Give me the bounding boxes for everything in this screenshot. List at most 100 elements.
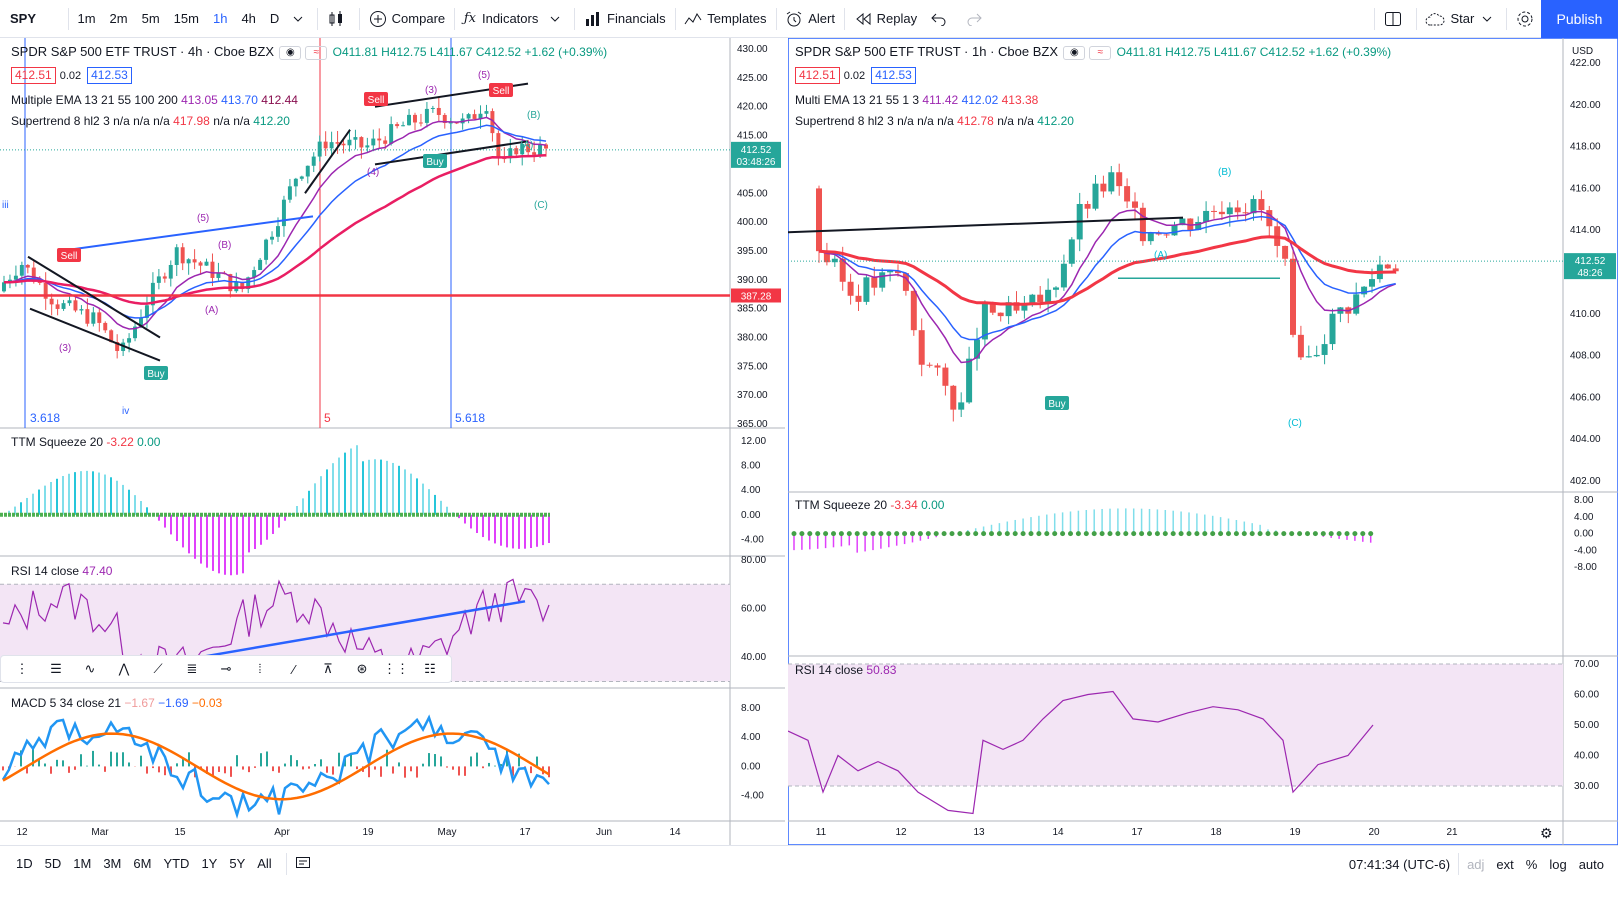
settings-gear-icon[interactable] (1509, 0, 1546, 38)
price-tick: 400.00 (737, 217, 768, 228)
right-chart-pane[interactable]: USD422.00420.00418.00416.00414.00412.004… (788, 38, 1618, 845)
range-5d[interactable]: 5D (44, 856, 62, 871)
left-ttm-legend[interactable]: TTM Squeeze 20 -3.22 0.00 (11, 435, 161, 449)
left-ema-legend[interactable]: Multiple EMA 13 21 55 100 200 413.05 413… (11, 93, 298, 107)
candle-body (1321, 344, 1328, 355)
wave-label-a: (A) (520, 140, 533, 151)
ema-55-line (3, 153, 547, 305)
wave-label-5: (5) (197, 213, 209, 224)
range-1d[interactable]: 1D (16, 856, 33, 871)
replay-button[interactable]: Replay (847, 0, 924, 38)
fib-label: 5 (324, 411, 331, 425)
date-tick: 14 (669, 827, 681, 838)
wave-icon[interactable]: ≈ (305, 45, 328, 60)
auto-toggle[interactable]: auto (1578, 856, 1604, 872)
right-supertrend-legend[interactable]: Supertrend 8 hl2 3 n/a n/a n/a 412.78 n/… (795, 114, 1074, 128)
undo-icon[interactable] (924, 0, 959, 38)
candle-body (91, 312, 96, 324)
range-5y[interactable]: 5Y (229, 856, 246, 871)
interval-4h[interactable]: 4h (241, 11, 256, 26)
range-1m[interactable]: 1M (73, 856, 92, 871)
drawing-toolbar[interactable]: ⋮ ☰ ∿ ⋀ ⟋ ≣ ⊸ ⦙ ∕ ⊼ ⊛ ⋮⋮ ☷ (0, 655, 452, 683)
countdown-label: 03:48:26 (737, 157, 776, 168)
candle-body (902, 273, 909, 291)
layout-icon[interactable] (1377, 0, 1414, 38)
symbol-search[interactable]: SPY (10, 11, 37, 26)
ttm-squeeze-dot (1344, 531, 1350, 537)
redo-icon[interactable] (959, 0, 994, 38)
interval-1h[interactable]: 1h (212, 11, 228, 26)
financials-button[interactable]: Financials (577, 0, 673, 38)
wave-label-3: (3) (59, 343, 71, 354)
pattern-tool-icon: ⊼ (323, 661, 333, 676)
right-bid[interactable]: 412.51 (795, 67, 840, 84)
left-ask[interactable]: 412.53 (87, 67, 132, 84)
interval-1m[interactable]: 1m (77, 11, 96, 26)
clock-readout[interactable]: 07:41:34 (UTC-6) (1348, 856, 1451, 872)
left-macd-legend[interactable]: MACD 5 34 close 21 −1.67 −1.69 −0.03 (11, 696, 223, 710)
left-chart-title: SPDR S&P 500 ETF TRUST · 4h · Cboe BZX (11, 44, 274, 59)
left-supertrend-legend[interactable]: Supertrend 8 hl2 3 n/a n/a n/a 417.98 n/… (11, 114, 290, 128)
star-button[interactable]: Star (1418, 0, 1504, 38)
ttm-squeeze-dot (1202, 531, 1208, 537)
price-tick: 415.00 (737, 131, 768, 142)
interval-dropdown-chevron-icon[interactable] (286, 0, 315, 38)
range-3m[interactable]: 3M (103, 856, 122, 871)
sell-signal: Sell (368, 95, 385, 106)
date-tick: 19 (1289, 827, 1301, 838)
wave-icon[interactable]: ≈ (1089, 45, 1112, 60)
range-ytd[interactable]: YTD (163, 856, 190, 871)
ttm-squeeze-dot (854, 531, 860, 537)
right-ttm-legend[interactable]: TTM Squeeze 20 -3.34 0.00 (795, 498, 945, 512)
right-change: +1.62 (+0.39%) (1308, 45, 1392, 59)
price-tick: 422.00 (1570, 58, 1601, 69)
candle-body (424, 108, 429, 123)
candle-body (436, 107, 441, 115)
eye-icon[interactable]: ◉ (1063, 45, 1086, 60)
candle-body (347, 139, 352, 146)
candle-body (240, 282, 245, 290)
sell-signal-bg (489, 83, 513, 97)
templates-button[interactable]: Templates (677, 0, 773, 38)
range-6m[interactable]: 6M (133, 856, 152, 871)
right-ema-legend[interactable]: Multi EMA 13 21 55 1 3 411.42 412.02 413… (795, 93, 1039, 107)
left-bid[interactable]: 412.51 (11, 67, 56, 84)
alert-button[interactable]: Alert (778, 0, 842, 38)
templates-icon (684, 12, 702, 24)
candle-body (109, 330, 114, 343)
right-chart-canvas[interactable]: USD422.00420.00418.00416.00414.00412.004… (788, 38, 1618, 845)
left-chart-canvas[interactable]: 430.00425.00420.00415.00410.00405.00400.… (0, 38, 785, 845)
indicators-button[interactable]: ƒx Indicators (457, 0, 573, 38)
ttm-squeeze-dot (1115, 531, 1121, 537)
interval-5m[interactable]: 5m (141, 11, 160, 26)
interval-15m[interactable]: 15m (173, 11, 199, 26)
left-rsi-legend[interactable]: RSI 14 close 47.40 (11, 564, 113, 578)
interval-2m[interactable]: 2m (109, 11, 128, 26)
compare-button[interactable]: Compare (362, 0, 452, 38)
candle-body (383, 140, 388, 144)
horizontal-level-label: 387.28 (741, 291, 772, 302)
candle-body (144, 305, 149, 318)
adj-toggle[interactable]: adj (1467, 856, 1485, 872)
right-ask[interactable]: 412.53 (871, 67, 916, 84)
log-toggle[interactable]: log (1549, 856, 1567, 872)
date-tick: 12 (16, 827, 28, 838)
candle-body (61, 303, 66, 309)
chart-type-candles-icon[interactable] (320, 0, 357, 38)
price-tick: 408.00 (1570, 351, 1601, 362)
line-tool-icon: ∕ (292, 661, 296, 677)
ext-toggle[interactable]: ext (1496, 856, 1514, 872)
wave-tool-icon: ∿ (84, 661, 96, 676)
eye-icon[interactable]: ◉ (279, 45, 302, 60)
range-1y[interactable]: 1Y (201, 856, 218, 871)
goto-date-icon[interactable] (289, 855, 317, 872)
interval-d[interactable]: D (269, 11, 280, 26)
range-all[interactable]: All (257, 856, 272, 871)
candle-body (1384, 264, 1391, 269)
right-rsi-legend[interactable]: RSI 14 close 50.83 (795, 663, 897, 677)
percent-toggle[interactable]: % (1525, 856, 1538, 872)
publish-button[interactable]: Publish (1541, 0, 1618, 38)
ttm-squeeze-dot (1162, 531, 1168, 537)
ttm-squeeze-dot (1052, 531, 1058, 537)
left-chart-pane[interactable]: 430.00425.00420.00415.00410.00405.00400.… (0, 38, 785, 845)
